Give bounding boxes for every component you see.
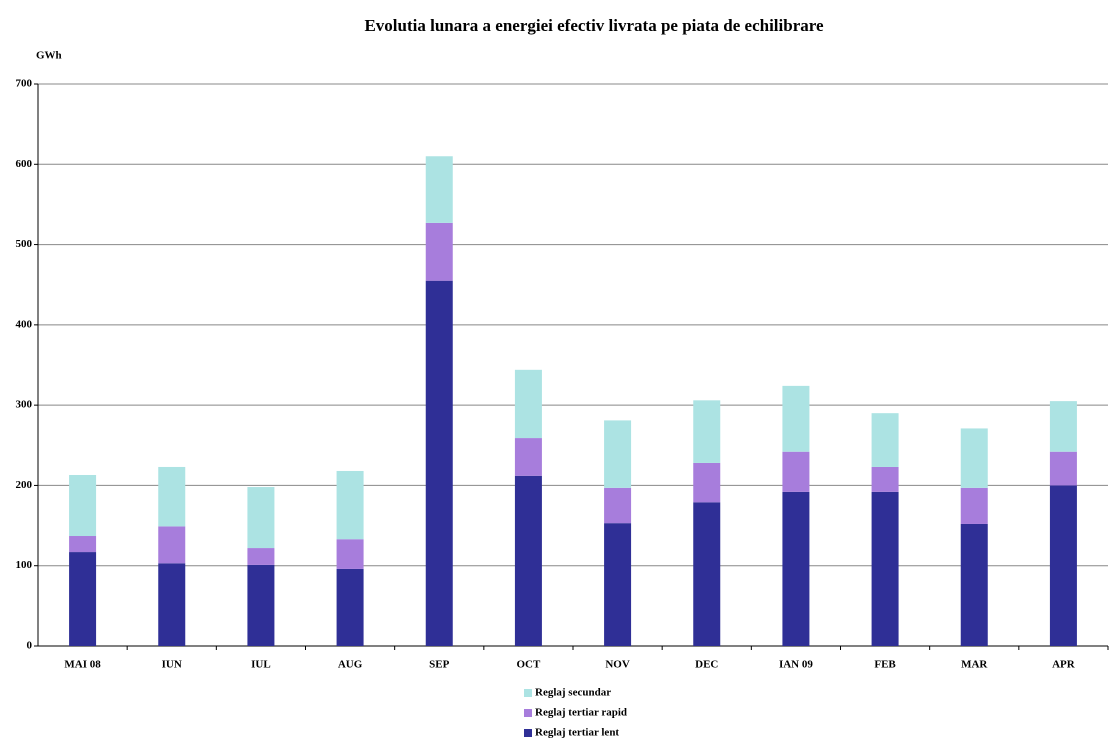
bar-segment — [336, 568, 364, 646]
bar-segment — [871, 466, 899, 492]
chart-title: Evolutia lunara a energiei efectiv livra… — [364, 16, 824, 35]
y-tick-label: 200 — [16, 479, 33, 491]
y-tick-label: 600 — [16, 158, 33, 170]
bar-segment — [693, 462, 721, 503]
bar-segment — [69, 474, 97, 537]
bar-segment — [782, 385, 810, 452]
bar-segment — [782, 491, 810, 646]
legend-swatch — [524, 709, 532, 717]
x-tick-label: SEP — [429, 659, 449, 671]
x-tick-label: NOV — [605, 659, 630, 671]
bar-segment — [425, 156, 453, 223]
bar-segment — [158, 526, 186, 564]
bar-segment — [1049, 485, 1077, 646]
bar-segment — [425, 280, 453, 646]
bar-segment — [1049, 401, 1077, 452]
bar-segment — [158, 563, 186, 646]
y-axis-label: GWh — [36, 50, 62, 62]
bar-segment — [514, 369, 542, 439]
legend-swatch — [524, 689, 532, 697]
x-tick-label: AUG — [338, 659, 363, 671]
bar-segment — [69, 552, 97, 646]
bar-segment — [693, 400, 721, 463]
bar-segment — [336, 539, 364, 569]
x-tick-label: DEC — [695, 659, 718, 671]
bar-segment — [247, 487, 275, 549]
x-tick-label: MAI 08 — [64, 659, 101, 671]
legend-swatch — [524, 729, 532, 737]
bar-segment — [604, 487, 632, 524]
bar-segment — [158, 466, 186, 527]
bar-segment — [514, 438, 542, 476]
bar-segment — [247, 564, 275, 646]
y-tick-label: 400 — [16, 318, 33, 330]
bar-segment — [69, 536, 97, 553]
x-tick-label: OCT — [516, 659, 541, 671]
bar-segment — [425, 222, 453, 281]
bar-segment — [960, 428, 988, 488]
legend-label: Reglaj tertiar lent — [535, 727, 619, 739]
x-tick-label: IAN 09 — [779, 659, 813, 671]
bar-segment — [960, 487, 988, 524]
x-tick-label: MAR — [961, 659, 988, 671]
bar-segment — [693, 502, 721, 646]
bar-segment — [960, 523, 988, 646]
x-tick-label: IUL — [251, 659, 271, 671]
y-tick-label: 300 — [16, 399, 33, 411]
y-tick-label: 100 — [16, 559, 33, 571]
bar-segment — [1049, 451, 1077, 486]
y-tick-label: 500 — [16, 238, 33, 250]
legend-label: Reglaj secundar — [535, 687, 611, 699]
bar-segment — [604, 420, 632, 488]
bar-segment — [247, 548, 275, 565]
x-tick-label: IUN — [162, 659, 182, 671]
bar-segment — [336, 470, 364, 540]
x-tick-label: APR — [1052, 659, 1076, 671]
x-tick-label: FEB — [874, 659, 896, 671]
bar-segment — [871, 491, 899, 646]
bar-segment — [514, 475, 542, 646]
legend-label: Reglaj tertiar rapid — [535, 707, 627, 719]
bar-segment — [782, 451, 810, 492]
bar-segment — [604, 523, 632, 646]
y-tick-label: 700 — [16, 78, 33, 90]
bar-segment — [871, 413, 899, 467]
y-tick-label: 0 — [27, 640, 33, 652]
